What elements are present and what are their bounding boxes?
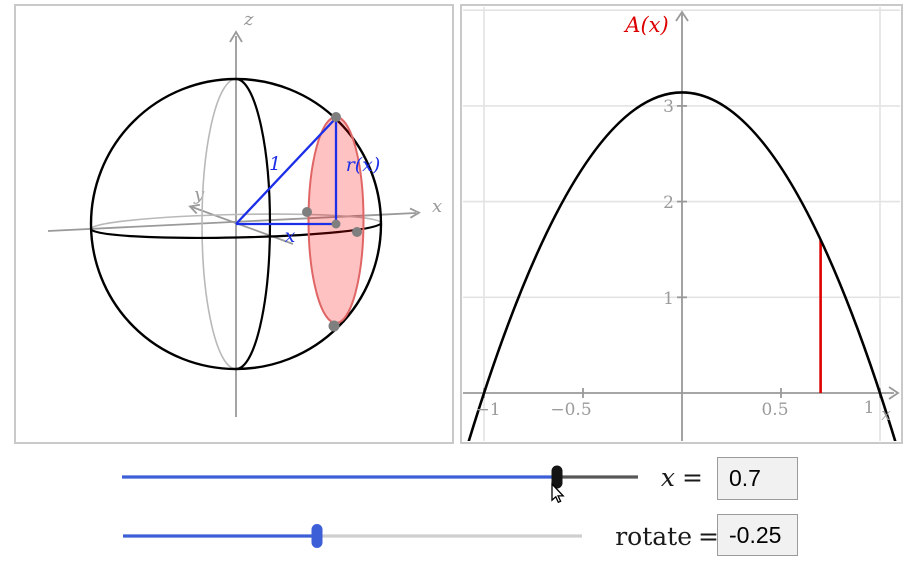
x-tick-label-pos1: 1 [864,398,875,418]
rotate-value-input[interactable] [717,514,798,556]
x-slider-var-label: x [661,463,675,492]
area-function-curve[interactable] [467,91,897,443]
point-equator-front [352,227,362,237]
y-axis-arrow-icon [188,203,201,215]
x-slider-equals: = [682,463,703,492]
graph-y-axis-arrow-icon [675,10,689,22]
z-axis-label: z [243,9,254,30]
x-tick-label-neg1: −1 [475,400,500,420]
controls-area: x = rotate = [122,463,719,551]
rotate-slider-handle[interactable] [311,524,323,548]
sphere-3d-view[interactable]: z x y 1 r(x) x [14,4,454,444]
left-panel-border [14,4,454,444]
x-value-input[interactable] [717,457,798,500]
x-slider-handle[interactable] [551,465,563,489]
rotate-slider-equals: = [698,522,719,551]
area-function-graph-view[interactable]: A(x) 1 2 3 −1 −0.5 0.5 1 x [460,4,903,444]
cross-section-radius-label: r(x) [346,154,381,176]
z-axis-arrow-icon [229,30,243,43]
y-tick-label-2: 2 [663,193,674,213]
y-tick-label-3: 3 [663,97,674,117]
point-equator-back [302,207,312,217]
hypotenuse-segment [235,117,337,225]
x-axis-label-3d: x [432,196,442,217]
hypotenuse-label: 1 [269,153,281,175]
graph-x-axis-label: x [881,405,891,425]
x-tick-label-pos05: 0.5 [761,400,788,420]
point-disk-top[interactable] [331,112,341,122]
point-disk-bottom [328,320,340,332]
graph-x-axis-arrow-icon [888,386,900,400]
equator-front-edge [89,222,383,239]
x-axis-arrow-icon [409,207,421,219]
x-tick-label-neg05: −0.5 [550,400,591,420]
curve-label: A(x) [623,13,668,37]
base-label: x [285,225,296,247]
point-disk-center[interactable] [331,219,341,229]
y-tick-label-1: 1 [663,289,674,309]
y-axis-3d [191,206,294,245]
mouse-cursor-icon [551,482,565,504]
rotate-slider-name-label: rotate [615,522,692,551]
